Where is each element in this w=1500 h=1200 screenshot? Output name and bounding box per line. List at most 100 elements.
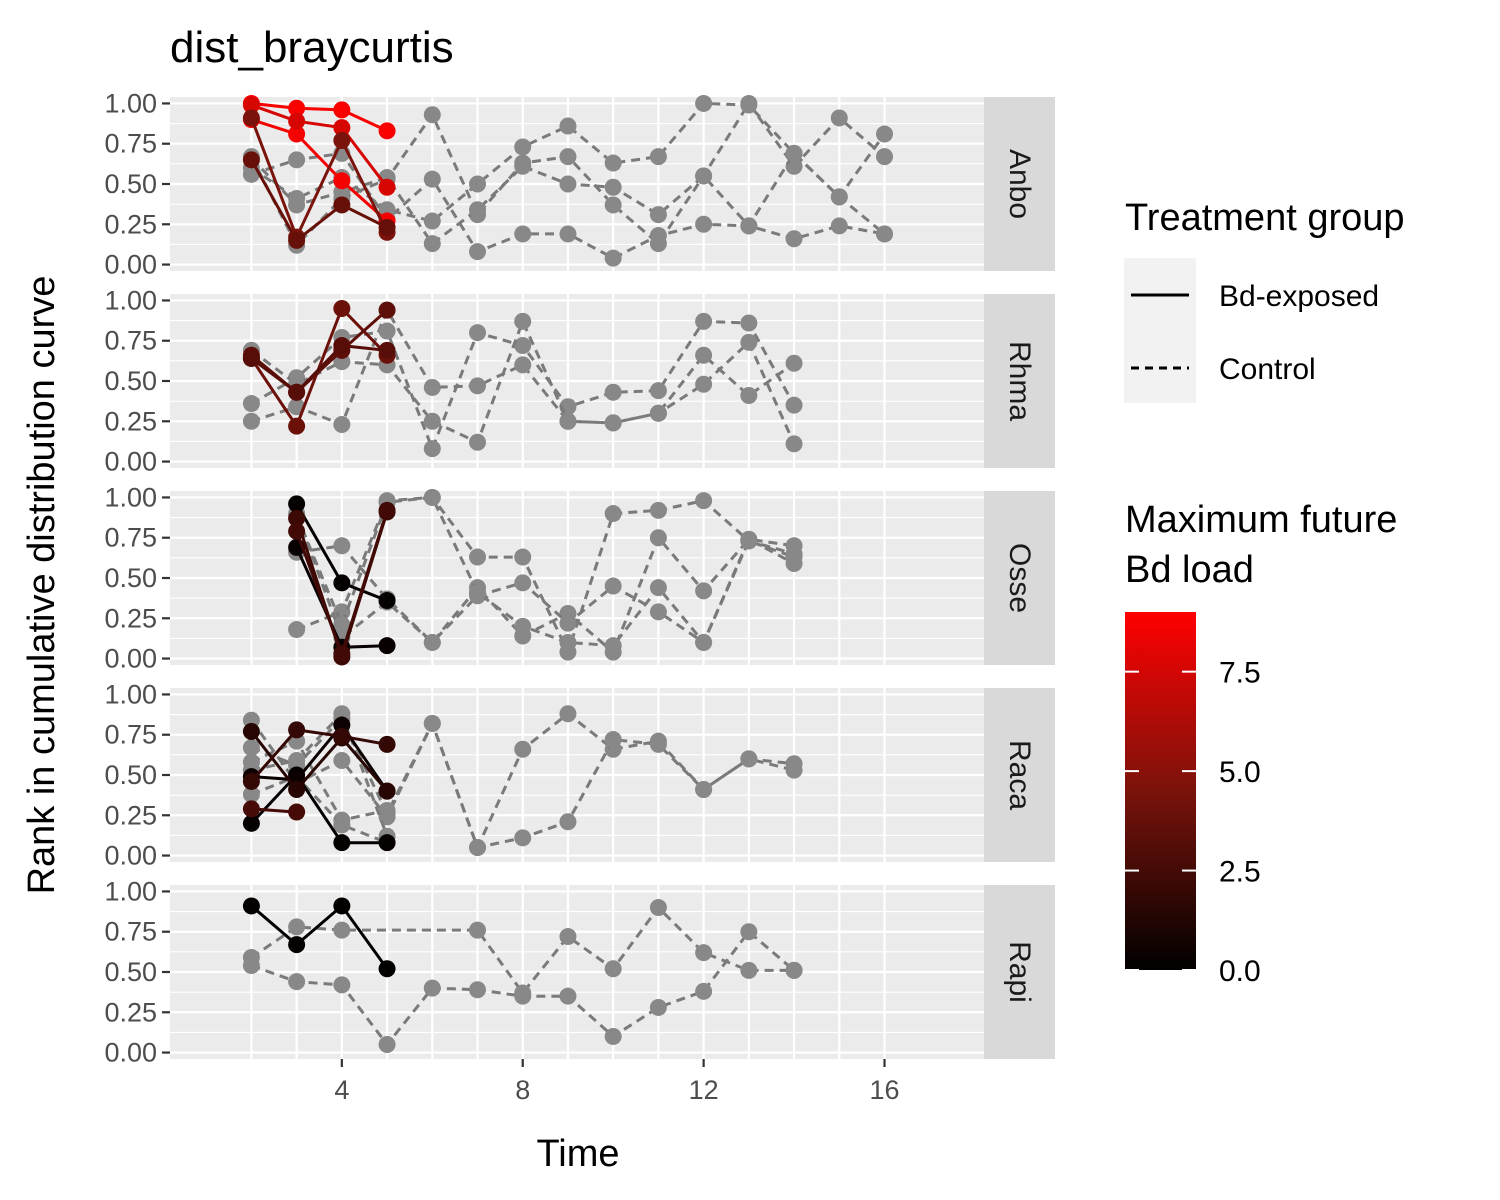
control-data-point <box>288 918 306 936</box>
control-data-point <box>514 157 532 175</box>
control-data-point <box>785 230 803 248</box>
control-data-point <box>469 175 487 193</box>
colorbar-label: 7.5 <box>1219 657 1261 690</box>
control-data-point <box>695 375 713 393</box>
control-data-point <box>469 921 487 939</box>
control-data-point <box>288 621 306 639</box>
x-tick-label: 4 <box>334 1075 349 1105</box>
exposed-data-point <box>378 178 396 196</box>
control-data-point <box>333 416 351 433</box>
exposed-data-point <box>333 727 351 745</box>
control-data-point <box>740 333 758 351</box>
control-data-point <box>514 548 532 566</box>
control-data-point <box>695 346 713 364</box>
control-data-point <box>740 923 758 941</box>
y-tick-label: 0.25 <box>104 800 157 830</box>
exposed-data-point <box>288 383 306 401</box>
y-tick-label: 0.00 <box>104 250 157 280</box>
exposed-data-point <box>242 723 260 740</box>
control-data-point <box>559 705 577 723</box>
x-axis-title: Time <box>536 1133 619 1175</box>
control-data-point <box>423 979 441 997</box>
exposed-data-point <box>378 782 396 800</box>
exposed-data-point <box>242 151 260 169</box>
exposed-data-point <box>333 101 351 119</box>
exposed-series-line <box>250 159 388 243</box>
y-axis-title: Rank in cumulative distribution curve <box>21 276 63 895</box>
control-data-point <box>649 148 667 166</box>
exposed-data-point <box>242 349 260 367</box>
control-data-point <box>604 383 622 401</box>
y-tick-label: 0.75 <box>104 720 157 750</box>
exposed-series-line <box>250 730 389 793</box>
facet-strip-label: Rapi <box>1003 941 1036 1003</box>
y-tick-label: 1.00 <box>104 285 157 315</box>
plot-title: dist_braycurtis <box>170 23 454 72</box>
control-data-point <box>740 314 758 332</box>
control-data-point <box>695 781 713 798</box>
exposed-data-point <box>288 231 306 249</box>
exposed-series-line <box>249 117 389 242</box>
control-data-point <box>695 582 713 600</box>
control-data-point <box>242 395 260 413</box>
exposed-data-point <box>288 721 306 739</box>
exposed-series-line <box>250 344 388 395</box>
control-data-point <box>514 138 532 156</box>
control-data-point <box>785 761 803 779</box>
control-data-point <box>333 537 351 555</box>
y-tick-label: 0.75 <box>104 523 157 553</box>
facet-strip-label: Anbo <box>1003 149 1036 219</box>
bd-load-legend: Maximum future Bd load 0.0 2.5 5.0 7.5 <box>1125 499 1397 988</box>
y-tick-label: 0.75 <box>104 917 157 947</box>
control-data-point <box>604 196 622 214</box>
exposed-data-point <box>378 501 396 519</box>
x-tick-label: 12 <box>689 1075 719 1105</box>
y-tick-label: 0.75 <box>104 326 157 356</box>
exposed-data-point <box>288 99 306 117</box>
exposed-data-point <box>242 772 260 790</box>
exposed-data-point <box>333 300 351 317</box>
facet-strip-label: Rhma <box>1003 341 1036 421</box>
exposed-data-point <box>288 781 306 798</box>
exposed-series-line <box>250 728 388 783</box>
y-tick-label: 0.75 <box>104 129 157 159</box>
control-data-point <box>514 617 532 635</box>
control-data-point <box>649 404 667 422</box>
colorbar <box>1125 612 1196 970</box>
control-data-point <box>288 973 306 991</box>
control-data-point <box>378 801 396 819</box>
control-data-point <box>604 505 622 523</box>
control-data-point <box>288 752 306 769</box>
y-tick-label: 1.00 <box>104 679 157 709</box>
control-data-point <box>740 961 758 979</box>
facet-strip <box>984 97 1055 271</box>
control-data-point <box>378 1036 396 1053</box>
control-data-point <box>695 982 713 1000</box>
exposed-data-point <box>378 592 396 610</box>
y-tick-label: 0.50 <box>104 169 157 199</box>
control-data-point <box>514 574 532 592</box>
colorbar-label: 0.0 <box>1219 955 1261 988</box>
colorbar-label: 5.0 <box>1219 756 1261 789</box>
control-data-point <box>242 739 260 757</box>
control-data-point <box>830 217 848 235</box>
control-data-point <box>695 944 713 962</box>
facet-panel-raca: 0.00 0.25 0.50 0.75 1.00 Raca <box>104 679 1055 871</box>
control-data-point <box>695 215 713 233</box>
legend-label-bd-exposed: Bd-exposed <box>1219 280 1379 313</box>
control-data-point <box>740 387 758 404</box>
exposed-series-line <box>251 722 389 792</box>
control-series-line <box>251 711 389 837</box>
control-data-point <box>514 829 532 847</box>
control-data-point <box>559 117 577 135</box>
control-data-point <box>559 148 577 166</box>
control-data-point <box>604 178 622 196</box>
control-data-point <box>830 109 848 127</box>
control-data-point <box>604 637 622 655</box>
control-data-point <box>423 488 441 506</box>
bd-load-legend-title-line2: Bd load <box>1125 549 1254 591</box>
x-tick-label: 8 <box>515 1075 530 1105</box>
legend-label-control: Control <box>1219 353 1316 386</box>
control-data-point <box>785 961 803 979</box>
